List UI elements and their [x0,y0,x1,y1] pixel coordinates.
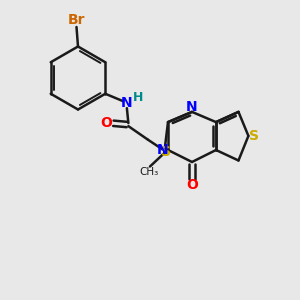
Text: N: N [186,100,198,114]
Text: N: N [157,143,169,157]
Text: H: H [133,91,143,104]
Text: S: S [161,145,172,159]
Text: O: O [186,178,198,192]
Text: S: S [249,129,260,143]
Text: N: N [121,96,133,110]
Text: CH₃: CH₃ [139,167,158,177]
Text: O: O [100,116,112,130]
Text: Br: Br [68,14,85,27]
